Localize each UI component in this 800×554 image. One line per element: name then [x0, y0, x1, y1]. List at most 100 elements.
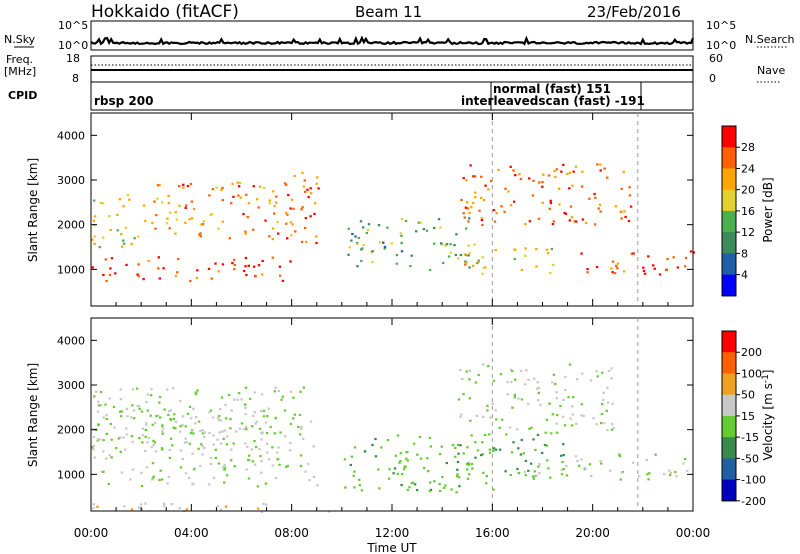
data-cell: [468, 473, 471, 476]
data-cell: [563, 424, 567, 427]
velocity-panel: 1000 2000 3000 4000 Slant Range [km]: [26, 317, 694, 513]
data-cell: [537, 399, 540, 402]
data-cell: [150, 388, 153, 391]
data-cell: [288, 449, 292, 452]
data-cell: [614, 205, 617, 208]
data-cell: [93, 199, 96, 202]
data-cell: [433, 480, 436, 483]
data-cell: [220, 188, 223, 191]
data-cell: [273, 205, 276, 208]
data-cell: [562, 415, 565, 418]
data-cell: [307, 462, 310, 466]
data-cell: [169, 418, 173, 421]
data-cell: [284, 435, 287, 438]
data-cell: [136, 273, 139, 276]
data-cell: [512, 441, 515, 444]
data-cell: [191, 452, 194, 455]
data-cell: [482, 199, 486, 202]
data-cell: [277, 389, 280, 393]
data-cell: [464, 253, 467, 256]
data-cell: [495, 212, 498, 215]
data-cell: [244, 265, 247, 268]
data-cell: [516, 467, 519, 471]
data-cell: [274, 417, 277, 420]
colorbar-tick-label: -50: [741, 452, 759, 465]
data-cell: [520, 398, 524, 401]
data-cell: [303, 226, 307, 229]
y-tick-label: 2000: [57, 219, 85, 232]
data-cell: [210, 462, 213, 465]
data-cell: [377, 224, 381, 227]
data-cell: [599, 210, 602, 213]
data-cell: [593, 223, 597, 226]
data-cell: [545, 444, 549, 447]
data-cell: [413, 483, 417, 486]
data-cell: [547, 174, 551, 177]
data-cell: [264, 421, 268, 424]
data-cell: [463, 216, 466, 219]
data-cell: [646, 473, 649, 476]
data-cell: [292, 417, 295, 420]
data-cell: [684, 256, 688, 259]
data-cell: [199, 223, 203, 226]
data-cell: [314, 202, 317, 205]
data-cell: [178, 507, 181, 510]
data-cell: [125, 407, 129, 410]
data-cell: [609, 469, 612, 472]
data-cell: [486, 409, 489, 412]
data-cell: [309, 420, 313, 423]
cpid-segment-label: rbsp 200: [94, 94, 153, 108]
data-cell: [149, 414, 152, 417]
data-cell: [422, 228, 426, 231]
data-cell: [265, 432, 269, 435]
data-cell: [428, 490, 432, 493]
data-cell: [221, 199, 224, 202]
data-cell: [299, 390, 302, 393]
data-cell: [543, 443, 547, 447]
velocity-colorbar-label: Velocity [m s-1]: [761, 370, 775, 461]
data-cell: [110, 456, 113, 459]
data-cell: [230, 459, 233, 462]
data-cell: [495, 418, 498, 421]
data-cell: [406, 451, 409, 454]
data-cell: [93, 215, 97, 218]
data-cell: [615, 264, 618, 267]
data-cell: [313, 212, 316, 216]
data-cell: [131, 440, 134, 443]
data-cell: [595, 265, 599, 269]
data-cell: [93, 456, 96, 459]
data-cell: [466, 468, 469, 471]
data-cell: [203, 435, 206, 439]
data-cell: [174, 420, 178, 423]
nsky-label: N.Sky: [4, 33, 36, 46]
data-cell: [141, 427, 145, 430]
data-cell: [534, 448, 537, 451]
data-cell: [551, 223, 555, 226]
data-cell: [549, 476, 552, 479]
data-cell: [223, 463, 226, 466]
freq-tick-low: 8: [72, 72, 79, 85]
data-cell: [269, 425, 272, 429]
data-cell: [316, 484, 319, 487]
data-cell: [399, 452, 402, 455]
data-cell: [519, 453, 523, 456]
data-cell: [242, 213, 245, 216]
data-cell: [465, 201, 469, 204]
data-cell: [539, 403, 542, 406]
data-cell: [362, 243, 365, 247]
data-cell: [260, 471, 263, 474]
data-cell: [570, 424, 574, 427]
data-cell: [113, 426, 116, 429]
data-cell: [350, 455, 353, 458]
data-cell: [110, 257, 114, 260]
data-cell: [209, 456, 213, 460]
data-cell: [365, 231, 369, 235]
data-cell: [564, 212, 568, 215]
data-cell: [457, 443, 460, 447]
x-tick-label: 04:00: [174, 526, 209, 540]
data-cell: [283, 182, 287, 185]
data-cell: [294, 230, 297, 233]
data-cell: [523, 470, 527, 473]
data-cell: [395, 262, 398, 265]
data-cell: [191, 217, 194, 220]
